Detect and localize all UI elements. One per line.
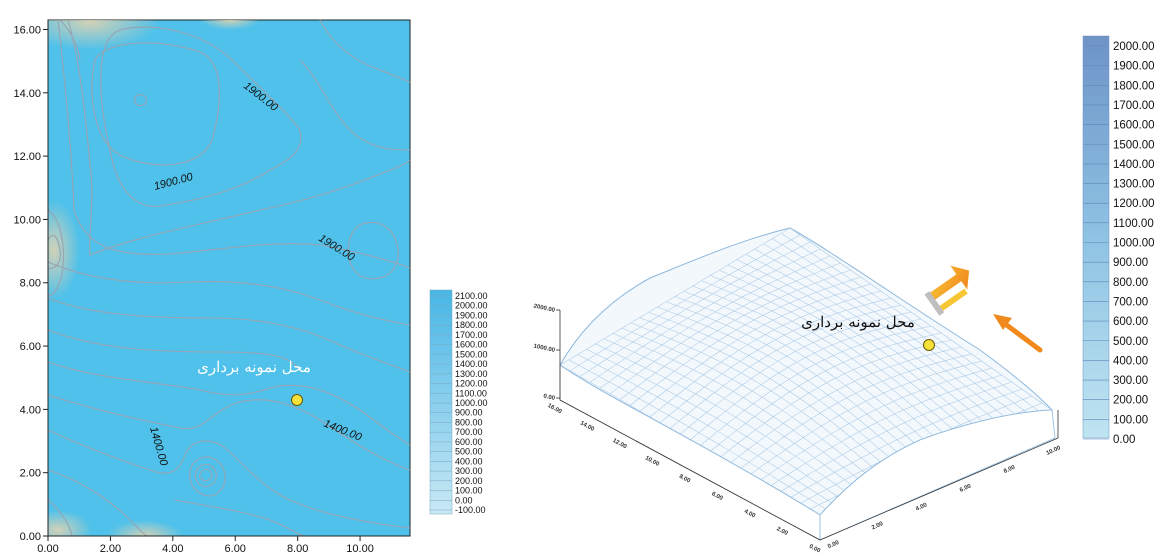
surface-legend: 2000.00 1900.00 1800.00 1700.00 1600.00 1500.… — [1083, 36, 1155, 446]
legend-label: 300.00 — [455, 466, 483, 476]
y-tick-label: 10.00 — [13, 214, 41, 226]
legend-label: 100.00 — [455, 486, 483, 496]
legend-label: 1500.00 — [455, 349, 488, 359]
surface-plot: 2000.00 1000.00 0.00 16.00 14.00 12.00 10.00 8… — [533, 228, 1062, 555]
legend2-label: 900.00 — [1113, 257, 1148, 269]
x-tick-label: 6.00 — [225, 543, 246, 555]
contour-map: 1900.00 1900.00 1900.00 1400.00 1400.00 … — [13, 0, 410, 555]
legend-label: 0.00 — [455, 495, 473, 505]
legend2-label: 500.00 — [1113, 336, 1148, 348]
legend-label: 2100.00 — [455, 291, 488, 301]
y-tick-label: 0.00 — [20, 531, 41, 543]
legend2-label: 0.00 — [1113, 434, 1135, 446]
y-tick-label: 2.00 — [20, 468, 41, 480]
left-axis-label: 0.00 — [808, 544, 822, 555]
right-axis-label: 10.00 — [1046, 445, 1063, 457]
right-axis-label: 2.00 — [871, 521, 885, 532]
sample-point-3d — [924, 340, 935, 351]
y-tick-label: 8.00 — [20, 278, 41, 290]
left-axis-label: 14.00 — [579, 420, 596, 433]
legend2-color-bar — [1083, 36, 1109, 438]
legend-label: 800.00 — [455, 417, 483, 427]
z-axis: 2000.00 1000.00 0.00 — [533, 304, 560, 403]
legend2-label: 800.00 — [1113, 277, 1148, 289]
legend-label: 200.00 — [455, 476, 483, 486]
z-tick-label: 0.00 — [543, 394, 556, 402]
right-axis-label: 0.00 — [827, 540, 841, 551]
legend-label: 2000.00 — [455, 301, 488, 311]
legend2-label: 600.00 — [1113, 316, 1148, 328]
legend-label: 600.00 — [455, 437, 483, 447]
sample-location-label-3d: محل نمونه برداری — [801, 313, 915, 331]
left-axis-label: 12.00 — [611, 438, 628, 451]
legend-label: 500.00 — [455, 447, 483, 457]
x-tick-label: 0.00 — [37, 543, 58, 555]
contour-legend: 2100.002000.001900.001800.001700.001600.… — [430, 290, 488, 515]
left-axis-label: 8.00 — [678, 474, 692, 485]
legend2-label: 400.00 — [1113, 355, 1148, 367]
x-axis: 0.00 2.00 4.00 6.00 8.00 10.00 — [37, 536, 410, 555]
legend-label: 1000.00 — [455, 398, 488, 408]
legend-label: 400.00 — [455, 456, 483, 466]
warm-region-top-right — [200, 10, 260, 30]
left-axis-label: 6.00 — [710, 491, 724, 502]
legend-color-bar — [430, 290, 452, 514]
legend2-label: 1500.00 — [1113, 139, 1155, 151]
direction-arrow-icon — [993, 314, 1040, 350]
sample-location-label: محل نمونه برداری — [197, 358, 311, 376]
y-tick-label: 14.00 — [13, 88, 41, 100]
legend2-label: 1200.00 — [1113, 198, 1155, 210]
right-axis-label: 4.00 — [915, 502, 929, 513]
legend2-label: 1800.00 — [1113, 80, 1155, 92]
legend2-label: 300.00 — [1113, 375, 1148, 387]
legend-label: 1100.00 — [455, 388, 487, 398]
left-axis-label: 16.00 — [546, 403, 563, 416]
legend2-label: 200.00 — [1113, 395, 1148, 407]
legend2-label: 1900.00 — [1113, 61, 1155, 73]
legend2-label: 1600.00 — [1113, 120, 1155, 132]
legend-label: 1600.00 — [455, 340, 488, 350]
left-axis-label: 2.00 — [775, 526, 789, 537]
legend-label: 900.00 — [455, 408, 483, 418]
left-axis-label: 10.00 — [644, 455, 661, 468]
y-tick-label: 16.00 — [13, 24, 41, 36]
z-tick-label: 1000.00 — [533, 344, 556, 355]
legend2-label: 1000.00 — [1113, 238, 1155, 250]
sample-point — [292, 395, 303, 406]
legend-label: 700.00 — [455, 427, 483, 437]
legend2-label: 1700.00 — [1113, 100, 1155, 112]
z-tick-label: 2000.00 — [533, 304, 556, 315]
y-tick-label: 6.00 — [20, 341, 41, 353]
legend2-label: 1100.00 — [1113, 218, 1154, 230]
x-tick-label: 8.00 — [287, 543, 308, 555]
north-marker-icon — [920, 259, 980, 316]
legend2-label: 1300.00 — [1113, 179, 1155, 191]
x-tick-label: 4.00 — [162, 543, 183, 555]
legend2-label: 2000.00 — [1113, 41, 1155, 53]
legend-label: 1200.00 — [455, 379, 488, 389]
right-axis-label: 8.00 — [1003, 465, 1017, 476]
x-tick-label: 2.00 — [100, 543, 121, 555]
x-tick-label: 10.00 — [346, 543, 374, 555]
legend-label: -100.00 — [455, 505, 486, 515]
y-axis: 0.00 2.00 4.00 6.00 8.00 10.00 12.00 14.00 16.00 — [13, 20, 48, 543]
left-axis-label: 4.00 — [743, 509, 757, 520]
legend-label: 1300.00 — [455, 369, 488, 379]
right-axis-label: 6.00 — [959, 483, 973, 494]
legend2-label: 700.00 — [1113, 296, 1148, 308]
legend2-label: 100.00 — [1113, 414, 1148, 426]
legend-label: 1900.00 — [455, 310, 488, 320]
legend-label: 1400.00 — [455, 359, 488, 369]
legend2-label: 1400.00 — [1113, 159, 1155, 171]
y-tick-label: 12.00 — [13, 151, 41, 163]
legend-label: 1800.00 — [455, 320, 488, 330]
y-tick-label: 4.00 — [20, 404, 41, 416]
legend-label: 1700.00 — [455, 330, 488, 340]
